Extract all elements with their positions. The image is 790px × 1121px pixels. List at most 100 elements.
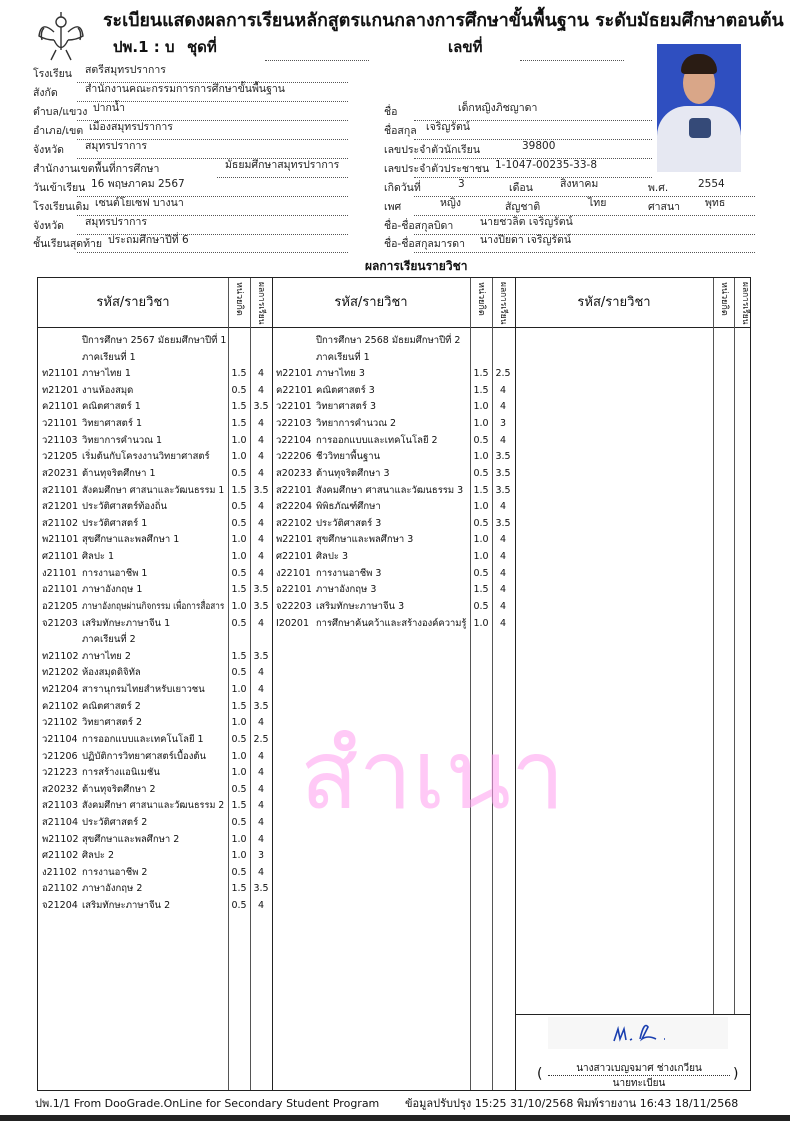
field-dots — [414, 127, 652, 140]
label-birth-month: เดือน — [509, 182, 535, 195]
label-surname: ชื่อสกุล — [384, 125, 419, 138]
field-label: สำนักงานเขตพื้นที่การศึกษา — [33, 163, 162, 176]
grade-value: 4 — [499, 501, 507, 513]
subject-code: ค21101 — [42, 401, 79, 413]
subject-code: ง22101 — [276, 567, 311, 579]
garuda-emblem-icon — [38, 12, 84, 61]
subject-code: ท21201 — [42, 384, 79, 396]
table-row: ส21103 สังคมศึกษา ศาสนาและวัฒนธรรม 2 — [42, 799, 226, 812]
grade-value: 3.5 — [495, 467, 511, 479]
subject-name: ต้านทุจริตศึกษา 1 — [82, 467, 156, 479]
grade-value: 4 — [257, 800, 265, 812]
grade-value: 4 — [257, 866, 265, 878]
table-row: ว21205 เริ่มต้นกับโครงงานวิทยาศาสตร์ — [42, 450, 226, 463]
field-label: สังกัด — [33, 87, 60, 100]
credit-value: 0.5 — [231, 617, 247, 629]
grade-value: 3.5 — [253, 584, 269, 596]
registrar-title: นายทะเบียน — [612, 1078, 666, 1089]
grade-value: 3 — [257, 850, 265, 862]
field-dots — [217, 165, 348, 178]
value-citizen-id: 1-1047-00235-33-8 — [495, 159, 598, 171]
value-mother: นางปียดา เจริญรัตน์ — [480, 234, 572, 246]
value-nationality: ไทย — [588, 197, 607, 209]
grade-value: 4 — [257, 434, 265, 446]
subject-code: จ21204 — [42, 900, 78, 912]
grade-value: 4 — [257, 534, 265, 546]
subject-code: ศ21101 — [42, 551, 79, 563]
credit-value: 0.5 — [473, 517, 489, 529]
field-dots — [414, 184, 755, 197]
credit-value: 0.5 — [231, 667, 247, 679]
table-row: ส20231 ต้านทุจริตศึกษา 1 — [42, 467, 226, 480]
subject-name: การงานอาชีพ 1 — [82, 567, 148, 579]
term-heading: ภาคเรียนที่ 1 — [316, 351, 370, 363]
credit-value: 0.5 — [231, 567, 247, 579]
subject-name: สังคมศึกษา ศาสนาและวัฒนธรรม 2 — [82, 800, 225, 812]
credit-value: 1.0 — [231, 684, 247, 696]
subject-name: เสริมทักษะภาษาจีน 1 — [82, 617, 171, 629]
subject-code: ง21101 — [42, 567, 77, 579]
credit-value: 1.0 — [473, 501, 489, 513]
table-row: ว21104 การออกแบบและเทคโนโลยี 1 — [42, 733, 226, 746]
grade-value: 4 — [499, 534, 507, 546]
grade-value: 4 — [499, 384, 507, 396]
term-heading: ภาคเรียนที่ 2 — [82, 634, 136, 646]
subject-name: การออกแบบและเทคโนโลยี 2 — [316, 434, 438, 446]
credit-value: 0.5 — [231, 517, 247, 529]
table-row: ส22102 ประวัติศาสตร์ 3 — [276, 517, 468, 530]
subject-name: คณิตศาสตร์ 2 — [82, 700, 141, 712]
subject-name: สุขศึกษาและพลศึกษา 3 — [316, 534, 414, 546]
table-row: ท21102 ภาษาไทย 2 — [42, 650, 226, 663]
table-row: ศ22101 ศิลปะ 3 — [276, 550, 468, 563]
subject-code: ท21102 — [42, 650, 79, 662]
credit-value: 1.0 — [473, 534, 489, 546]
table-row: ท21202 ห้องสมุดดิจิทัล — [42, 666, 226, 679]
number-value — [520, 48, 624, 61]
table-row: ส21104 ประวัติศาสตร์ 2 — [42, 816, 226, 829]
value-birth-day: 3 — [458, 178, 465, 190]
subject-name: ประวัติศาสตร์ 3 — [316, 517, 382, 529]
subject-code: ว22101 — [276, 401, 312, 413]
field-value-5: มัธยมศึกษาสมุทรปราการ — [225, 159, 340, 171]
field-dots — [414, 165, 652, 178]
header-grade: ผลการเรียน — [256, 282, 266, 325]
credit-value: 1.0 — [231, 850, 247, 862]
grade-value: 3.5 — [495, 451, 511, 463]
form-code: ปพ.1 : บ — [113, 38, 175, 56]
grade-value: 3.5 — [253, 401, 269, 413]
term-heading: ปีการศึกษา 2568 มัธยมศึกษาปีที่ 2 — [316, 335, 461, 346]
header-grade: ผลการเรียน — [740, 282, 750, 325]
subject-code: อ22101 — [276, 584, 312, 596]
subject-name: ชีววิทยาพื้นฐาน — [316, 451, 381, 463]
subject-name: ภาษาไทย 1 — [82, 368, 131, 380]
subject-name: ประวัติศาสตร์ 1 — [82, 517, 148, 529]
signature-paren-close: ) — [733, 1066, 739, 1082]
table-row: ส21101 สังคมศึกษา ศาสนาและวัฒนธรรม 1 — [42, 484, 226, 497]
value-name: เด็กหญิงภิชญาดา — [458, 102, 538, 114]
field-value-2: ปากน้ำ — [93, 102, 125, 114]
subject-code: พ21101 — [42, 534, 79, 546]
grade-value: 4 — [257, 617, 265, 629]
subject-name: ศิลปะ 2 — [82, 850, 115, 862]
subject-name: สังคมศึกษา ศาสนาและวัฒนธรรม 1 — [82, 484, 225, 496]
credit-value: 0.5 — [473, 600, 489, 612]
grade-value: 4 — [257, 501, 265, 513]
credit-value: 0.5 — [473, 467, 489, 479]
table-row: พ22101 สุขศึกษาและพลศึกษา 3 — [276, 533, 468, 546]
subject-code: ส22204 — [276, 501, 313, 513]
grade-value: 4 — [499, 617, 507, 629]
signature-image — [548, 1017, 728, 1049]
table-row: ว21206 ปฏิบัติการวิทยาศาสตร์เบื้องต้น — [42, 750, 226, 763]
header-credits: หน่วยกิต — [234, 282, 244, 316]
table-row: ว22206 ชีววิทยาพื้นฐาน — [276, 450, 468, 463]
credit-value: 0.5 — [231, 733, 247, 745]
table-row: จ22203 เสริมทักษะภาษาจีน 3 — [276, 600, 468, 613]
credit-value: 0.5 — [231, 816, 247, 828]
credit-value: 0.5 — [231, 384, 247, 396]
subject-name: ต้านทุจริตศึกษา 2 — [82, 783, 156, 795]
subject-code: ว21104 — [42, 733, 78, 745]
subject-code: พ21102 — [42, 833, 79, 845]
credit-value: 1.5 — [231, 484, 247, 496]
subject-name: ภาษาอังกฤษ 1 — [82, 584, 143, 596]
subject-name: พิพิธภัณฑ์ศึกษา — [316, 501, 381, 513]
